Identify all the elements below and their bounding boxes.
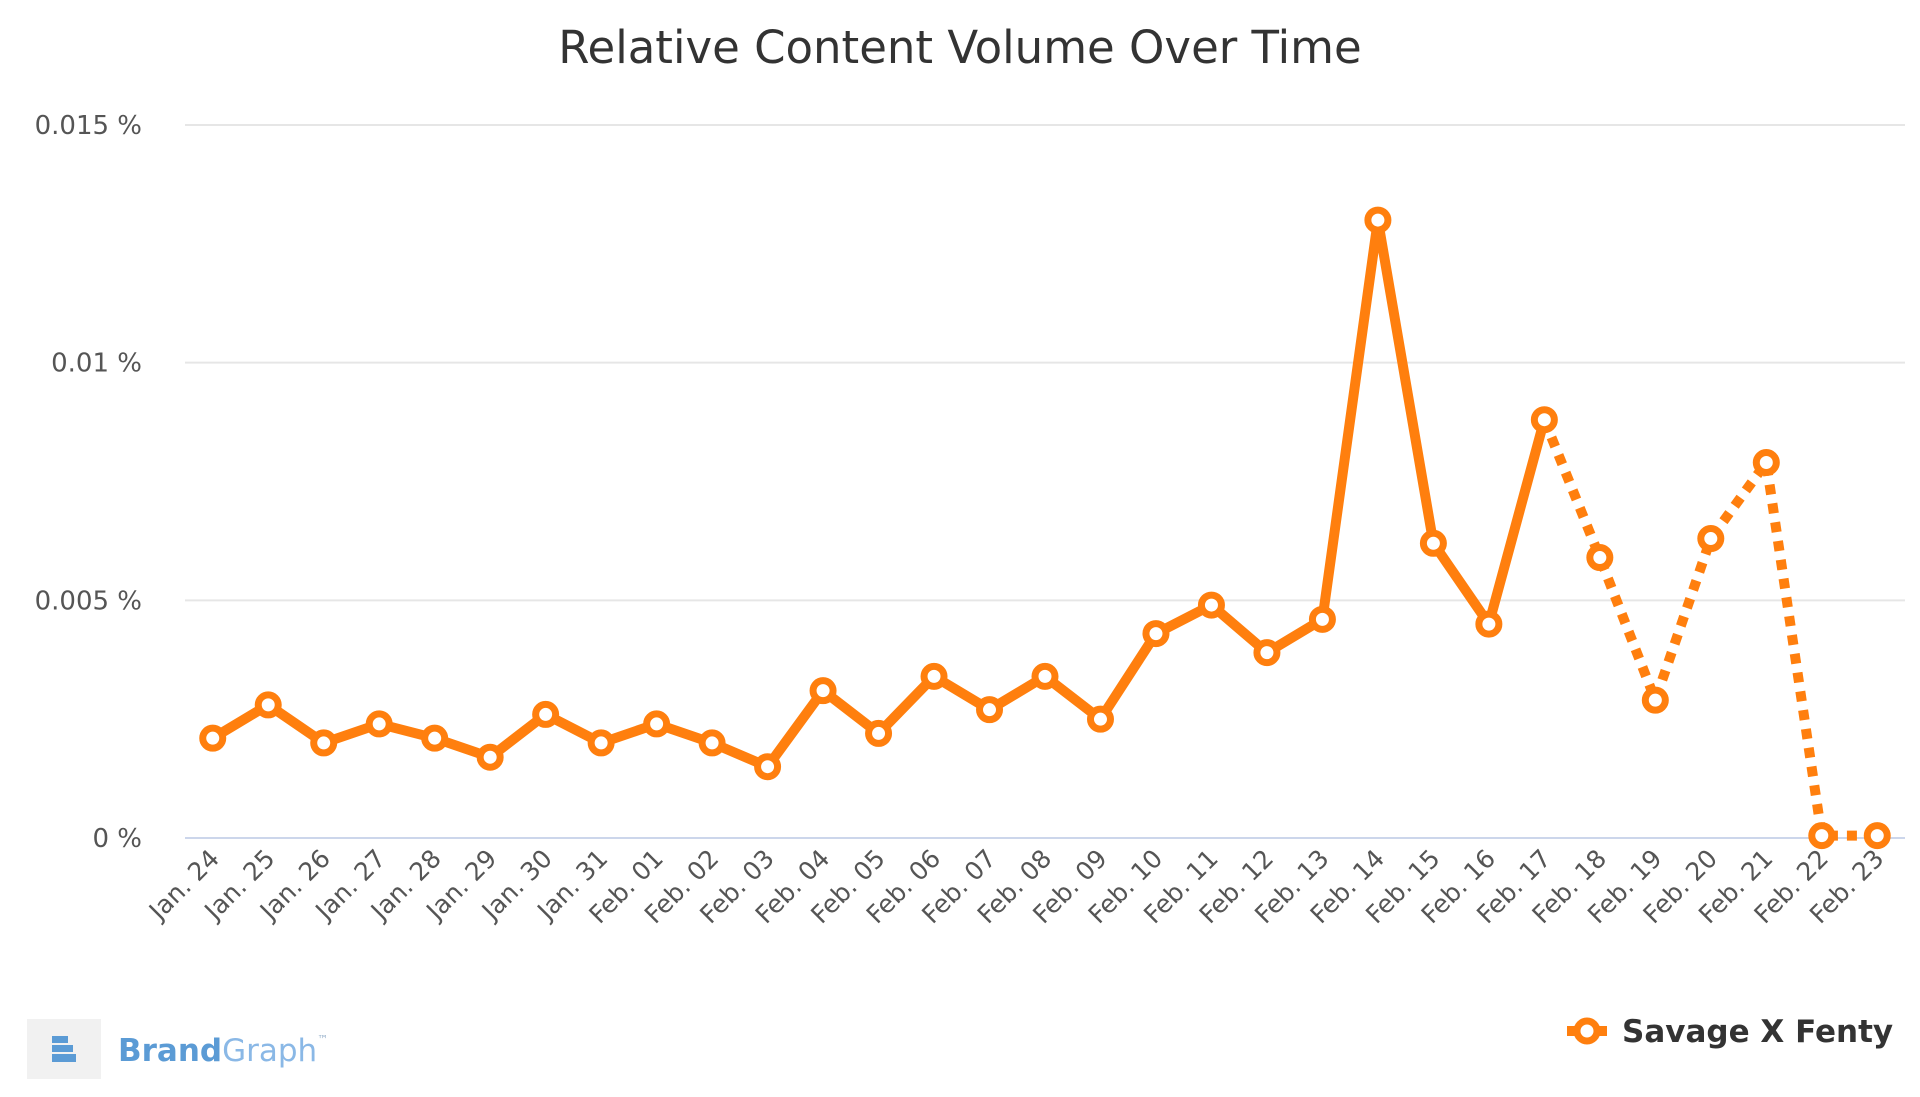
series-lines [207,215,1878,841]
data-point[interactable] [1475,610,1503,638]
data-point[interactable] [532,700,560,728]
brand-name: BrandGraph™ [118,1033,328,1069]
data-point[interactable] [310,729,338,757]
data-point[interactable] [421,724,449,752]
data-point[interactable] [643,710,671,738]
y-tick-label: 0.005 % [35,586,142,616]
data-point[interactable] [1808,822,1836,850]
data-point[interactable] [976,696,1004,724]
data-point[interactable] [920,662,948,690]
data-point[interactable] [1641,686,1669,714]
data-point[interactable] [1419,529,1447,557]
y-axis-ticks: 0 % 0.005 % 0.01 % 0.015 % [35,111,142,854]
y-tick-label: 0.01 % [51,349,142,379]
series-points [199,206,1891,850]
data-point[interactable] [1530,406,1558,434]
data-point[interactable] [365,710,393,738]
data-point[interactable] [1586,544,1614,572]
chart-title: Relative Content Volume Over Time [558,21,1361,74]
y-tick-label: 0.015 % [35,111,142,141]
data-point[interactable] [1142,620,1170,648]
series-line-dotted [1539,417,1878,841]
data-point[interactable] [1752,448,1780,476]
brandgraph-logo: BrandGraph™ [27,1019,328,1079]
data-point[interactable] [809,677,837,705]
data-point[interactable] [199,724,227,752]
legend-marker-icon [1573,1017,1601,1045]
data-point[interactable] [754,753,782,781]
data-point[interactable] [1308,605,1336,633]
data-point[interactable] [254,691,282,719]
y-tick-label: 0 % [92,824,142,854]
brandgraph-logo-icon [27,1019,101,1079]
data-point[interactable] [698,729,726,757]
data-point[interactable] [1863,822,1891,850]
data-point[interactable] [1253,639,1281,667]
brand-name-part2: Graph [222,1033,317,1069]
legend-label: Savage X Fenty [1622,1014,1893,1050]
data-point[interactable] [865,719,893,747]
data-point[interactable] [1697,525,1725,553]
data-point[interactable] [1086,705,1114,733]
series-line-solid [207,215,1550,772]
brand-trademark: ™ [317,1033,328,1046]
data-point[interactable] [1031,662,1059,690]
data-point[interactable] [587,729,615,757]
data-point[interactable] [1364,206,1392,234]
brand-name-part1: Brand [118,1033,222,1069]
legend[interactable]: Savage X Fenty [1567,1014,1893,1050]
data-point[interactable] [1197,591,1225,619]
data-point[interactable] [476,743,504,771]
